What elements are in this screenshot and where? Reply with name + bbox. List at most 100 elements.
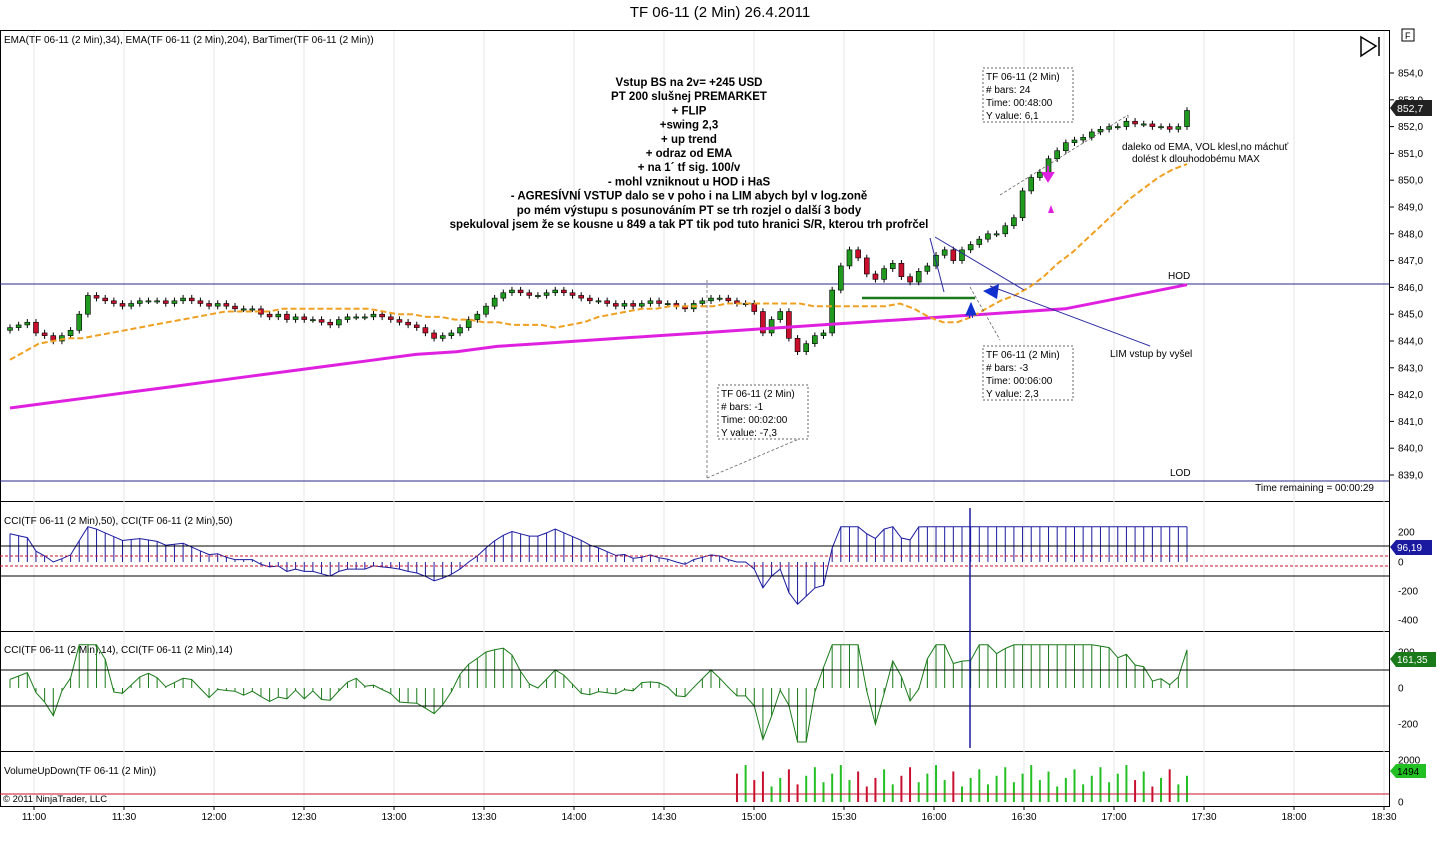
candle-up [638, 303, 645, 307]
svg-text:Y value: 6,1: Y value: 6,1 [986, 111, 1039, 122]
ema204-line [9, 283, 1188, 410]
candle-down [1166, 126, 1173, 130]
svg-text:1494: 1494 [1397, 767, 1420, 778]
svg-text:Time: 00:48:00: Time: 00:48:00 [986, 98, 1053, 109]
candle-up [708, 297, 714, 302]
candle-up [985, 233, 991, 240]
candle-down [405, 321, 411, 326]
cci14-tick-label: 0 [1398, 684, 1404, 695]
candle-up [915, 271, 922, 283]
price-tick-label: 842,0 [1398, 390, 1423, 401]
svg-text:TF 06-11 (2 Min): TF 06-11 (2 Min) [986, 72, 1060, 83]
candle-down [111, 300, 117, 304]
cci14-panel-label: CCI(TF 06-11 (2 Min),14), CCI(TF 06-11 (… [4, 645, 233, 656]
cci-zero-lines [0, 555, 1389, 567]
candle-up [838, 265, 844, 291]
f-button[interactable]: F [1401, 28, 1415, 42]
last-price-tag: 852,7 [1390, 100, 1432, 116]
cci14-value-tag: 161,35 [1390, 652, 1436, 667]
candle-up [85, 295, 91, 315]
volume-panel-label: VolumeUpDown(TF 06-11 (2 Min)) [4, 766, 156, 777]
candle-up [1158, 126, 1164, 129]
svg-text:Y value: -7,3: Y value: -7,3 [721, 428, 777, 439]
candle-up [344, 316, 351, 320]
candle-up [716, 297, 723, 300]
candle-down [41, 332, 48, 336]
x-tick-label: 13:00 [381, 812, 406, 823]
candle-up [154, 300, 160, 303]
candle-up [1080, 137, 1086, 141]
hod-label: HOD [1168, 271, 1190, 282]
x-tick-label: 18:30 [1371, 812, 1396, 823]
candle-up [959, 249, 965, 261]
candle-up [829, 289, 835, 334]
x-tick-label: 18:00 [1281, 812, 1306, 823]
candle-up [552, 289, 559, 294]
svg-text:852,7: 852,7 [1397, 103, 1423, 115]
candle-up [509, 289, 515, 294]
x-tick-label: 16:00 [921, 812, 946, 823]
copyright-text: © 2011 NinjaTrader, LLC [3, 794, 107, 805]
ema-note-line2: dolést k dlouhodobému MAX [1132, 154, 1260, 165]
candle-down [517, 289, 524, 294]
candle-down [725, 297, 732, 302]
candle-up [370, 313, 377, 318]
x-tick-label: 17:00 [1101, 812, 1126, 823]
candle-up [483, 305, 489, 315]
trade-annotation: Vstup BS na 2v= +245 USD PT 200 slušnej P… [450, 77, 929, 231]
candle-up [1011, 217, 1017, 227]
candle-down [379, 313, 385, 318]
candle-up [15, 324, 22, 328]
candle-up [448, 332, 455, 336]
x-tick-label: 12:00 [201, 812, 226, 823]
candle-down [422, 327, 429, 334]
cci14-line [9, 644, 1188, 743]
volume-tick-label: 0 [1398, 798, 1404, 809]
cci50-histogram [9, 526, 1188, 606]
play-pause-icon[interactable] [1360, 35, 1380, 58]
candle-down [431, 332, 437, 339]
candle-down [318, 319, 325, 323]
candle-down [1132, 120, 1138, 125]
svg-text:Y value: 2,3: Y value: 2,3 [986, 389, 1039, 400]
candle-up [812, 335, 818, 344]
x-tick-label: 14:00 [561, 812, 586, 823]
volume-value-tag: 1494 [1390, 764, 1426, 778]
ema34-line [9, 163, 1188, 361]
price-tick-label: 845,0 [1398, 310, 1423, 321]
candle-down [102, 297, 108, 302]
x-tick-label: 15:00 [741, 812, 766, 823]
candle-down [284, 313, 290, 320]
candle-up [881, 268, 887, 280]
candle-up [1140, 123, 1147, 126]
candle-down [526, 292, 533, 296]
svg-text:# bars: -3: # bars: -3 [986, 363, 1029, 374]
candle-down [569, 292, 576, 296]
price-tick-label: 847,0 [1398, 256, 1423, 267]
price-tick-label: 851,0 [1398, 149, 1423, 160]
cci14-histogram [9, 644, 1188, 743]
candle-up [214, 303, 221, 307]
time-remaining: Time remaining = 00:00:29 [1255, 483, 1374, 494]
x-tick-label: 15:30 [831, 812, 856, 823]
lim-note: LIM vstup by vyšel [1110, 349, 1192, 360]
candle-up [1019, 190, 1026, 219]
candle-down [855, 249, 861, 259]
candle-up [889, 262, 896, 269]
candle-down [786, 311, 792, 339]
candle-down [33, 321, 39, 334]
price-tick-label: 846,0 [1398, 283, 1423, 294]
candle-up [1175, 126, 1182, 130]
x-tick-label: 11:00 [22, 812, 47, 823]
x-tick-label: 14:30 [651, 812, 676, 823]
x-tick-label: 12:30 [291, 812, 316, 823]
candle-up [535, 295, 541, 297]
candle-up [1114, 126, 1121, 129]
price-tick-label: 850,0 [1398, 176, 1423, 187]
candle-up [1184, 110, 1190, 127]
candle-up [137, 300, 143, 304]
cci50-tick-label: 0 [1398, 558, 1404, 569]
x-axis: 11:00 11:30 12:00 12:30 13:00 13:30 14:00 14:30… [22, 806, 1397, 823]
candle-down [396, 319, 403, 323]
